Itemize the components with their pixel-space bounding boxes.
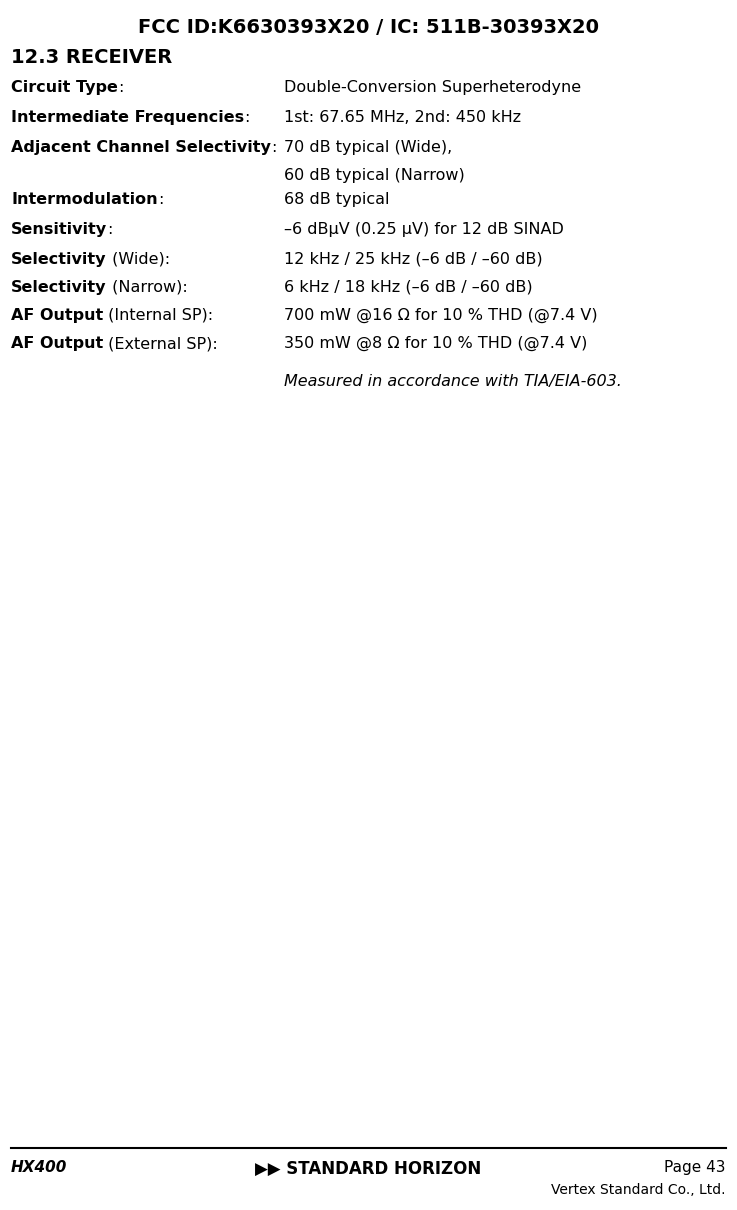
Text: :: : (158, 192, 163, 207)
Text: HX400: HX400 (11, 1160, 67, 1175)
Text: 6 kHz / 18 kHz (–6 dB / –60 dB): 6 kHz / 18 kHz (–6 dB / –60 dB) (284, 280, 532, 295)
Text: Page 43: Page 43 (665, 1160, 726, 1175)
Text: (Internal SP):: (Internal SP): (103, 309, 214, 323)
Text: AF Output: AF Output (11, 309, 103, 323)
Text: Vertex Standard Co., Ltd.: Vertex Standard Co., Ltd. (551, 1183, 726, 1197)
Text: 12.3 RECEIVER: 12.3 RECEIVER (11, 48, 172, 67)
Text: Circuit Type: Circuit Type (11, 80, 118, 96)
Text: AF Output: AF Output (11, 336, 103, 351)
Text: –6 dBμV (0.25 μV) for 12 dB SINAD: –6 dBμV (0.25 μV) for 12 dB SINAD (284, 221, 564, 237)
Text: Selectivity: Selectivity (11, 252, 107, 267)
Text: (Narrow):: (Narrow): (107, 280, 187, 295)
Text: 12 kHz / 25 kHz (–6 dB / –60 dB): 12 kHz / 25 kHz (–6 dB / –60 dB) (284, 252, 542, 267)
Text: 700 mW @16 Ω for 10 % THD (@7.4 V): 700 mW @16 Ω for 10 % THD (@7.4 V) (284, 309, 598, 323)
Text: :: : (271, 140, 276, 155)
Text: (External SP):: (External SP): (103, 336, 218, 351)
Text: Intermediate Frequencies: Intermediate Frequencies (11, 110, 244, 125)
Text: Selectivity: Selectivity (11, 280, 107, 295)
Text: ▶▶ STANDARD HORIZON: ▶▶ STANDARD HORIZON (256, 1160, 481, 1179)
Text: 68 dB typical: 68 dB typical (284, 192, 389, 207)
Text: 350 mW @8 Ω for 10 % THD (@7.4 V): 350 mW @8 Ω for 10 % THD (@7.4 V) (284, 336, 587, 351)
Text: FCC ID:K6630393X20 / IC: 511B-30393X20: FCC ID:K6630393X20 / IC: 511B-30393X20 (138, 18, 599, 38)
Text: Measured in accordance with TIA/EIA-603.: Measured in accordance with TIA/EIA-603. (284, 374, 621, 388)
Text: :: : (244, 110, 250, 125)
Text: 1st: 67.65 MHz, 2nd: 450 kHz: 1st: 67.65 MHz, 2nd: 450 kHz (284, 110, 521, 125)
Text: Adjacent Channel Selectivity: Adjacent Channel Selectivity (11, 140, 271, 155)
Text: 60 dB typical (Narrow): 60 dB typical (Narrow) (284, 168, 464, 183)
Text: :: : (118, 80, 123, 96)
Text: Intermodulation: Intermodulation (11, 192, 158, 207)
Text: Sensitivity: Sensitivity (11, 221, 107, 237)
Text: Double-Conversion Superheterodyne: Double-Conversion Superheterodyne (284, 80, 581, 96)
Text: 70 dB typical (Wide),: 70 dB typical (Wide), (284, 140, 452, 155)
Text: (Wide):: (Wide): (107, 252, 170, 267)
Text: :: : (107, 221, 113, 237)
